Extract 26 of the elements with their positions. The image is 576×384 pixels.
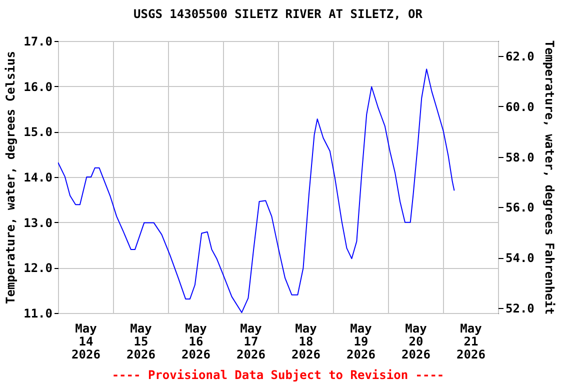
x-tick-label: May 18 2026 [292, 322, 320, 362]
x-tick-label: May 15 2026 [126, 322, 156, 362]
y2-tick-label: 52.0 [506, 301, 534, 316]
y2-tick-label: 62.0 [506, 50, 534, 64]
y-tick-label: 17.0 [24, 34, 52, 48]
y2-tick-label: 54.0 [506, 251, 534, 266]
y2-tick-label: 60.0 [506, 100, 534, 114]
text: ---- Provisional Data Subject to Revision ---- [112, 368, 444, 382]
y2-tick-label: 56.0 [506, 200, 534, 215]
x-tick-label: May 16 2026 [182, 322, 210, 362]
y2-axis-title: Temperature, water, degrees Fahrenheit [542, 40, 556, 315]
y-tick-label: 12.0 [24, 261, 52, 276]
x-tick-label: May 19 2026 [346, 322, 376, 362]
y-tick-label: 13.0 [24, 216, 52, 230]
y-axis-title: Temperature, water, degrees Celsius [4, 51, 18, 304]
x-tick-label: May 17 2026 [236, 322, 266, 362]
line-series [58, 68, 455, 313]
y2-tick-label: 58.0 [506, 150, 534, 164]
y-tick-label: 15.0 [24, 125, 52, 140]
y-tick-label: 16.0 [24, 80, 52, 94]
x-tick-label: May 21 2026 [456, 322, 486, 362]
x-tick-label: May 14 2026 [72, 322, 100, 362]
y-tick-label: 11.0 [24, 306, 52, 320]
y-tick-label: 14.0 [24, 170, 52, 184]
x-tick-label: May 20 2026 [402, 322, 430, 362]
chart-title: USGS 14305500 SILETZ RIVER AT SILETZ, OR [134, 7, 424, 21]
